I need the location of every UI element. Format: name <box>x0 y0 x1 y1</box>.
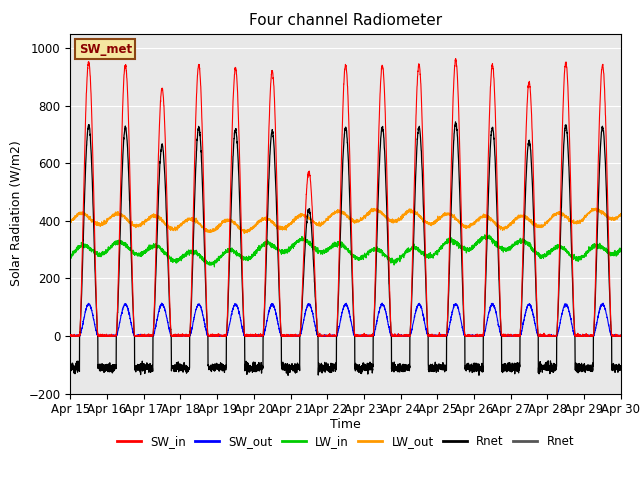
X-axis label: Time: Time <box>330 418 361 431</box>
Text: SW_met: SW_met <box>79 43 132 56</box>
Y-axis label: Solar Radiation (W/m2): Solar Radiation (W/m2) <box>10 141 23 287</box>
Legend: SW_in, SW_out, LW_in, LW_out, Rnet, Rnet: SW_in, SW_out, LW_in, LW_out, Rnet, Rnet <box>113 430 579 453</box>
Title: Four channel Radiometer: Four channel Radiometer <box>249 13 442 28</box>
